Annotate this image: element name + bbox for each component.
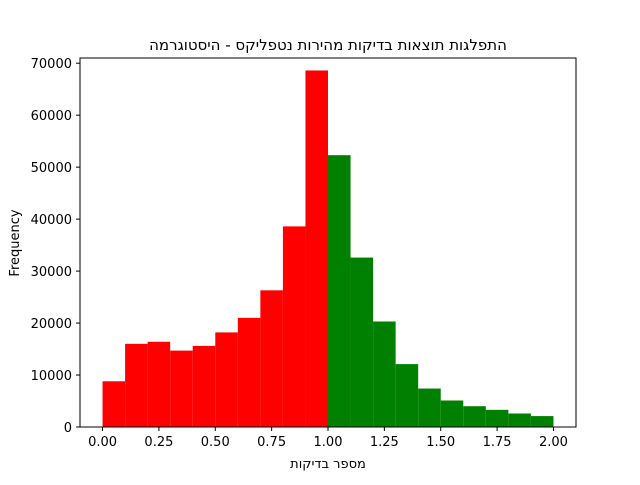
x-ticks-group: 0.00 0.25 0.50 0.75 1.00 1.25 1.50 1.75 2.00 <box>88 427 568 450</box>
y-tick-label: 10000 <box>31 369 72 384</box>
histogram-bar-4 <box>192 345 216 427</box>
x-tick-label: 1.50 <box>426 435 455 450</box>
y-ticks-group: 0 10000 20000 30000 40000 50000 60000 70000 <box>31 57 80 436</box>
histogram-bar-3 <box>170 350 193 427</box>
histogram-bar-9 <box>305 70 328 427</box>
histogram-bar-2 <box>147 341 171 427</box>
histogram-bar-19 <box>530 416 554 427</box>
y-tick-label: 40000 <box>31 213 72 228</box>
histogram-bar-5 <box>215 332 238 427</box>
x-axis-label: מספר בדיקות <box>290 457 366 472</box>
histogram-bar-15 <box>440 400 464 427</box>
histogram-bar-14 <box>418 388 441 427</box>
x-tick-label: 0.00 <box>88 435 117 450</box>
histogram-bar-6 <box>237 317 261 427</box>
histogram-bar-13 <box>395 364 419 427</box>
histogram-bar-8 <box>282 226 306 427</box>
chart-title: התפלגות תוצאות בדיקות מהירות נטפליקס - ה… <box>149 36 507 54</box>
y-axis-label: Frequency <box>8 209 23 276</box>
y-tick-label: 50000 <box>31 161 72 176</box>
histogram-bar-18 <box>508 413 531 427</box>
histogram-bar-1 <box>125 343 148 427</box>
y-tick-label: 20000 <box>31 317 72 332</box>
x-tick-label: 0.75 <box>257 435 286 450</box>
y-tick-label: 30000 <box>31 265 72 280</box>
histogram-bar-12 <box>373 321 396 427</box>
histogram-bar-16 <box>463 406 486 427</box>
y-tick-label: 70000 <box>31 57 72 72</box>
x-tick-label: 0.50 <box>201 435 230 450</box>
histogram-bar-0 <box>102 381 126 427</box>
bars-group <box>102 70 554 427</box>
x-tick-label: 1.75 <box>483 435 512 450</box>
x-tick-label: 1.00 <box>314 435 343 450</box>
y-tick-label: 0 <box>64 421 72 436</box>
histogram-bar-11 <box>350 257 374 427</box>
histogram-bar-7 <box>260 290 283 427</box>
histogram-bar-10 <box>328 155 351 427</box>
histogram-bar-17 <box>485 409 509 427</box>
x-tick-label: 1.25 <box>370 435 399 450</box>
x-tick-label: 0.25 <box>144 435 173 450</box>
x-tick-label: 2.00 <box>539 435 568 450</box>
y-tick-label: 60000 <box>31 109 72 124</box>
